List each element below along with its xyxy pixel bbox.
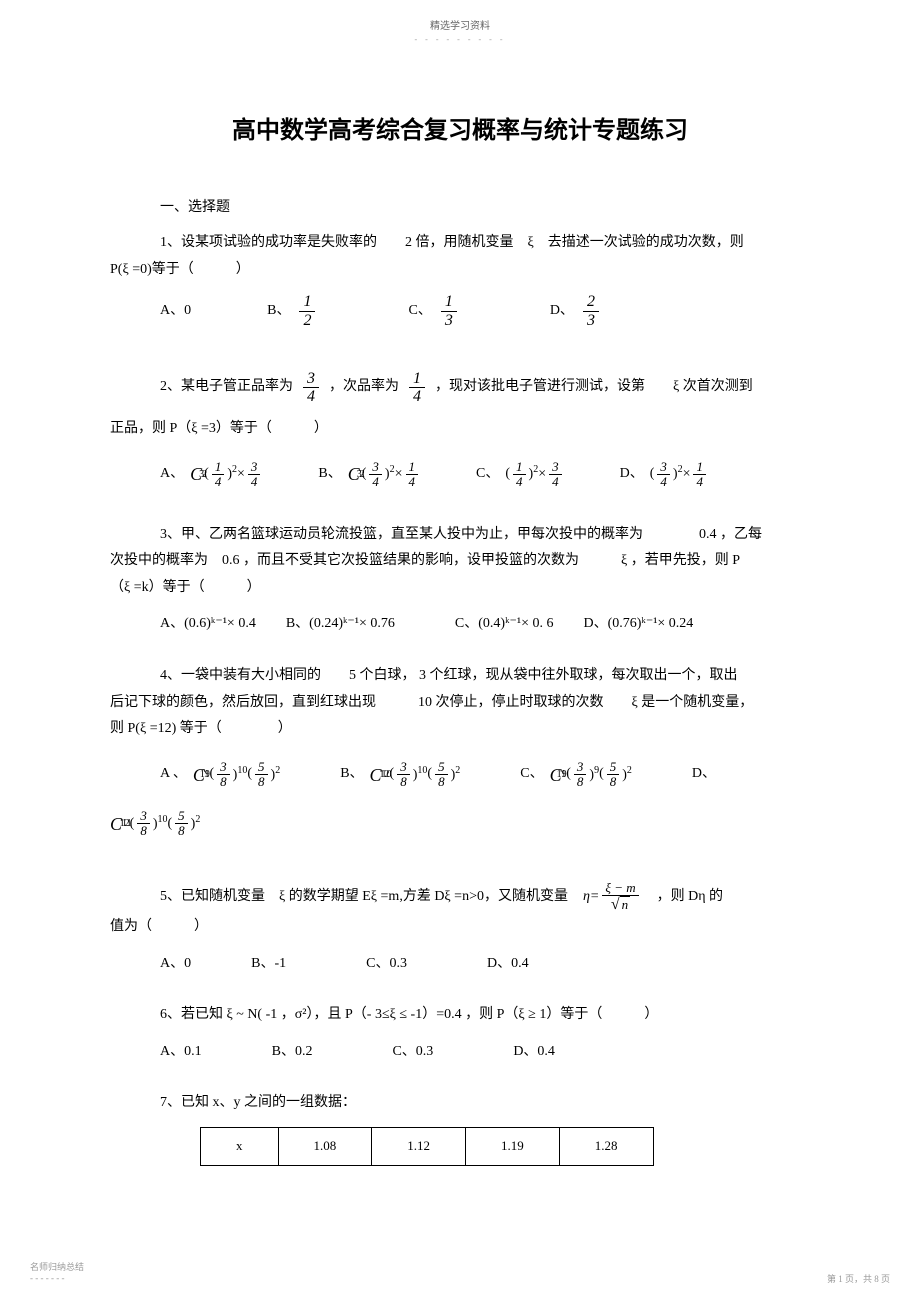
q2-line1a: 2、某电子管正品率为 bbox=[160, 374, 293, 401]
q4-line3: 则 P(ξ =12) 等于（ ） bbox=[110, 716, 810, 743]
q1-line2: P(ξ =0)等于（ ） bbox=[110, 257, 810, 284]
q7-table: x 1.08 1.12 1.19 1.28 bbox=[200, 1127, 654, 1166]
table-cell: 1.19 bbox=[466, 1127, 560, 1165]
q4-optD: D、 bbox=[692, 761, 716, 788]
q4-exprA: C911 (38)10 (58)2 bbox=[193, 758, 280, 792]
q1-fracD: 23 bbox=[583, 293, 599, 329]
q1-optB: B、 bbox=[267, 298, 290, 325]
q2-optA: A、 bbox=[160, 461, 184, 488]
q4-optA: A 、 bbox=[160, 761, 187, 788]
q4-exprC: C911 (38)9 (58)2 bbox=[550, 758, 632, 792]
q5-optB: B、-1 bbox=[251, 951, 286, 978]
q5-optA: A、0 bbox=[160, 951, 191, 978]
table-cell: 1.08 bbox=[278, 1127, 372, 1165]
footer-left-text: 名师归纳总结 bbox=[30, 1262, 84, 1274]
q4-exprD: C1112 (38)10 (58)2 bbox=[110, 807, 200, 841]
q3-line1: 3、甲、乙两名篮球运动员轮流投篮，直至某人投中为止，甲每次投中的概率为 0.4 … bbox=[160, 522, 810, 549]
q2-line1b: ，次品率为 bbox=[329, 374, 399, 401]
q2-exprC: (14)2× 34 bbox=[505, 460, 564, 490]
q1-optD: D、 bbox=[550, 298, 574, 325]
table-cell: 1.12 bbox=[372, 1127, 466, 1165]
table-cell: x bbox=[201, 1127, 279, 1165]
q1-fracC: 13 bbox=[441, 293, 457, 329]
q5-line2: 值为（ ） bbox=[110, 914, 810, 941]
q6-optD: D、0.4 bbox=[513, 1039, 555, 1066]
table-cell: 1.28 bbox=[559, 1127, 653, 1165]
question-1: 1、设某项试验的成功率是失败率的 2 倍，用随机变量 ξ 去描述一次试验的成功次… bbox=[110, 230, 810, 329]
header-label: 精选学习资料 bbox=[415, 20, 506, 34]
q5-line1b: ，则 Dη 的 bbox=[657, 884, 723, 911]
q1-line1: 1、设某项试验的成功率是失败率的 2 倍，用随机变量 ξ 去描述一次试验的成功次… bbox=[160, 230, 810, 257]
footer-right-text: 第 1 页，共 8 页 bbox=[827, 1272, 890, 1285]
question-3: 3、甲、乙两名篮球运动员轮流投篮，直至某人投中为止，甲每次投中的概率为 0.4 … bbox=[110, 522, 810, 638]
q2-optB: B、 bbox=[318, 461, 341, 488]
q3-optD: D、(0.76)ᵏ⁻¹× 0.24 bbox=[583, 611, 693, 638]
q1-optA: A、0 bbox=[160, 298, 191, 325]
q4-optB: B、 bbox=[340, 761, 363, 788]
q2-line1c: ，现对该批电子管进行测试，设第 ξ 次首次测到 bbox=[435, 374, 753, 401]
q5-eta-expr: η = ξ − m √n bbox=[583, 881, 642, 914]
page-title: 高中数学高考综合复习概率与统计专题练习 bbox=[110, 110, 810, 145]
q3-line2: 次投中的概率为 0.6 ，而且不受其它次投篮结果的影响，设甲投篮的次数为 ξ ，… bbox=[110, 548, 810, 575]
question-2: 2、某电子管正品率为 34 ，次品率为 14 ，现对该批电子管进行测试，设第 ξ… bbox=[110, 370, 810, 492]
q2-exprD: (34)2× 14 bbox=[650, 460, 709, 490]
q2-exprB: C23 (34)2× 14 bbox=[348, 457, 421, 491]
q6-optB: B、0.2 bbox=[272, 1039, 313, 1066]
q4-line2: 后记下球的颜色，然后放回，直到红球出现 10 次停止，停止时取球的次数 ξ 是一… bbox=[110, 690, 810, 717]
header-dots: - - - - - - - - - bbox=[415, 34, 506, 45]
q6-optA: A、0.1 bbox=[160, 1039, 202, 1066]
q4-optC: C、 bbox=[520, 761, 543, 788]
question-6: 6、若已知 ξ ~ N( -1 ，σ²），且 P（- 3≤ξ ≤ -1）=0.4… bbox=[110, 1002, 810, 1065]
q1-optC: C、 bbox=[408, 298, 431, 325]
q2-optC: C、 bbox=[476, 461, 499, 488]
q4-line1: 4、一袋中装有大小相同的 5 个白球， 3 个红球，现从袋中往外取球，每次取出一… bbox=[160, 663, 810, 690]
q2-line2: 正品，则 P（ξ =3）等于（ ） bbox=[110, 416, 810, 443]
q1-fracB: 12 bbox=[299, 293, 315, 329]
q7-line1: 7、已知 x、y 之间的一组数据： bbox=[160, 1090, 810, 1117]
footer-left-dots: - - - - - - - bbox=[30, 1273, 84, 1285]
q5-line1a: 5、已知随机变量 ξ 的数学期望 Eξ =m,方差 Dξ =n>0，又随机变量 bbox=[160, 884, 568, 911]
q5-optD: D、0.4 bbox=[487, 951, 529, 978]
q2-frac2: 14 bbox=[409, 370, 425, 406]
question-7: 7、已知 x、y 之间的一组数据： x 1.08 1.12 1.19 1.28 bbox=[110, 1090, 810, 1165]
q3-optB: B、(0.24)ᵏ⁻¹× 0.76 bbox=[286, 611, 395, 638]
q3-line3: （ξ =k）等于（ ） bbox=[110, 575, 810, 602]
q4-exprB: C1012 (38)10 (58)2 bbox=[370, 758, 461, 792]
q6-line1: 6、若已知 ξ ~ N( -1 ，σ²），且 P（- 3≤ξ ≤ -1）=0.4… bbox=[160, 1002, 810, 1029]
q2-optD: D、 bbox=[620, 461, 644, 488]
question-4: 4、一袋中装有大小相同的 5 个白球， 3 个红球，现从袋中往外取球，每次取出一… bbox=[110, 663, 810, 841]
section-1-title: 一、选择题 bbox=[160, 195, 810, 220]
q6-optC: C、0.3 bbox=[392, 1039, 433, 1066]
q3-optC: C、(0.4)ᵏ⁻¹× 0. 6 bbox=[455, 611, 554, 638]
q3-optA: A、(0.6)ᵏ⁻¹× 0.4 bbox=[160, 611, 256, 638]
q5-optC: C、0.3 bbox=[366, 951, 407, 978]
q2-frac1: 34 bbox=[303, 370, 319, 406]
q2-exprA: C23 (14)2× 34 bbox=[190, 457, 263, 491]
question-5: 5、已知随机变量 ξ 的数学期望 Eξ =m,方差 Dξ =n>0，又随机变量 … bbox=[110, 881, 810, 977]
